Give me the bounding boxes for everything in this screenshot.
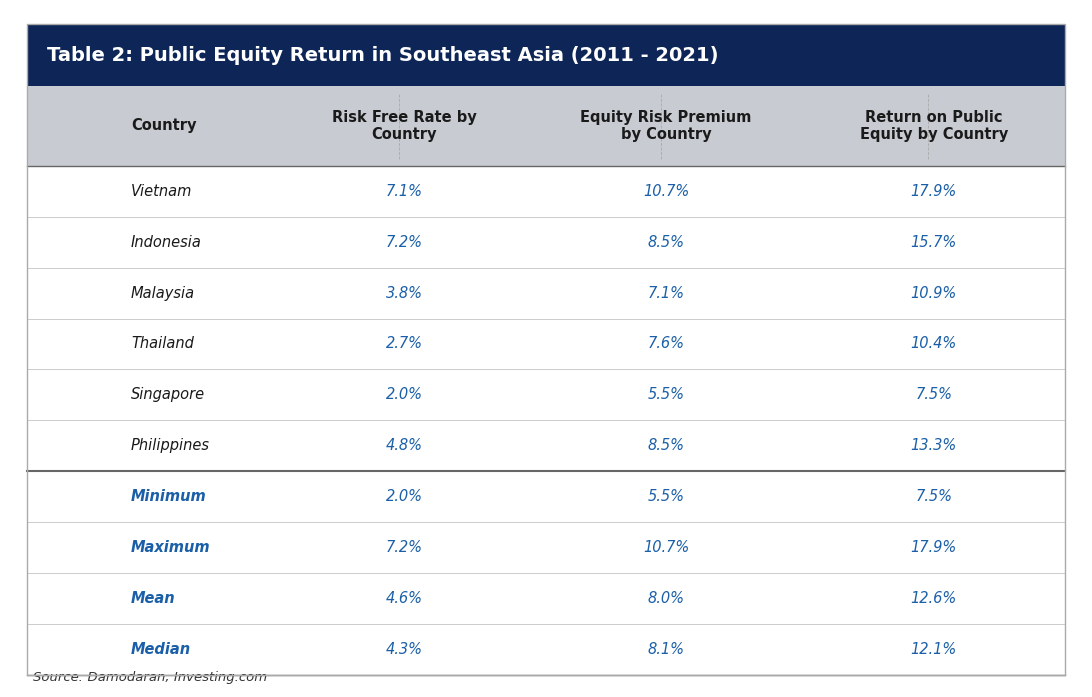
Text: Minimum: Minimum — [131, 489, 206, 504]
Text: 15.7%: 15.7% — [911, 235, 957, 250]
Text: 12.1%: 12.1% — [911, 642, 957, 657]
Text: Return on Public
Equity by Country: Return on Public Equity by Country — [859, 109, 1008, 142]
Text: 7.5%: 7.5% — [915, 489, 952, 504]
Text: 17.9%: 17.9% — [911, 540, 957, 555]
Text: Country: Country — [131, 118, 197, 133]
Text: 8.5%: 8.5% — [648, 438, 685, 453]
Text: 5.5%: 5.5% — [648, 489, 685, 504]
Text: Thailand: Thailand — [131, 337, 194, 351]
Text: 4.6%: 4.6% — [385, 591, 423, 606]
Text: 2.0%: 2.0% — [385, 388, 423, 402]
Text: Maximum: Maximum — [131, 540, 211, 555]
Bar — [27, 24, 1065, 86]
Text: 7.5%: 7.5% — [915, 388, 952, 402]
Text: 10.9%: 10.9% — [911, 286, 957, 300]
Bar — [27, 86, 1065, 166]
Text: 2.0%: 2.0% — [385, 489, 423, 504]
Text: 7.1%: 7.1% — [648, 286, 685, 300]
Text: 5.5%: 5.5% — [648, 388, 685, 402]
Text: 8.5%: 8.5% — [648, 235, 685, 250]
Text: Vietnam: Vietnam — [131, 184, 192, 199]
Text: 4.8%: 4.8% — [385, 438, 423, 453]
Text: Philippines: Philippines — [131, 438, 210, 453]
Text: 12.6%: 12.6% — [911, 591, 957, 606]
Text: 7.6%: 7.6% — [648, 337, 685, 351]
Text: Equity Risk Premium
by Country: Equity Risk Premium by Country — [581, 109, 751, 142]
Text: Malaysia: Malaysia — [131, 286, 195, 300]
Text: 2.7%: 2.7% — [385, 337, 423, 351]
Text: 7.2%: 7.2% — [385, 235, 423, 250]
Text: 17.9%: 17.9% — [911, 184, 957, 199]
Text: Singapore: Singapore — [131, 388, 205, 402]
Text: Indonesia: Indonesia — [131, 235, 202, 250]
Text: 8.1%: 8.1% — [648, 642, 685, 657]
Text: 13.3%: 13.3% — [911, 438, 957, 453]
Text: Source: Damodaran, Investing.com: Source: Damodaran, Investing.com — [33, 671, 266, 684]
Text: Risk Free Rate by
Country: Risk Free Rate by Country — [332, 109, 476, 142]
Text: 7.1%: 7.1% — [385, 184, 423, 199]
Text: 4.3%: 4.3% — [385, 642, 423, 657]
Text: 3.8%: 3.8% — [385, 286, 423, 300]
Text: 8.0%: 8.0% — [648, 591, 685, 606]
Text: 10.7%: 10.7% — [643, 184, 689, 199]
Text: Median: Median — [131, 642, 191, 657]
Text: Mean: Mean — [131, 591, 176, 606]
Text: 10.7%: 10.7% — [643, 540, 689, 555]
Text: 7.2%: 7.2% — [385, 540, 423, 555]
Text: 10.4%: 10.4% — [911, 337, 957, 351]
Text: Table 2: Public Equity Return in Southeast Asia (2011 - 2021): Table 2: Public Equity Return in Southea… — [47, 45, 719, 65]
